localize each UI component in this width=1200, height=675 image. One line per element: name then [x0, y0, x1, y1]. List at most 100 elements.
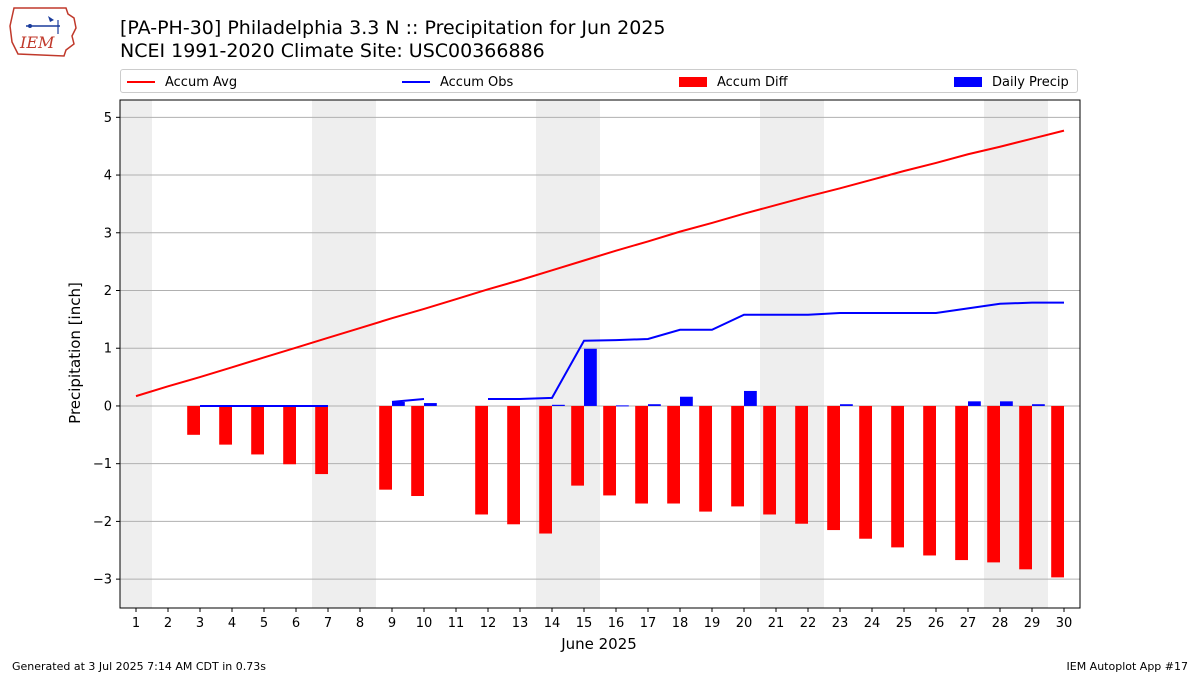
accum-diff-bar [667, 405, 680, 504]
daily-precip-bar [680, 396, 693, 406]
legend-label: Accum Diff [717, 74, 788, 90]
x-tick-label: 4 [228, 616, 236, 631]
x-tick-label: 16 [608, 616, 625, 631]
y-tick-label: 1 [104, 342, 112, 357]
legend-swatch [127, 81, 155, 83]
accum-diff-bar [635, 405, 648, 504]
chart-subtitle: NCEI 1991-2020 Climate Site: USC00366886 [120, 40, 545, 62]
y-axis-label: Precipitation [inch] [66, 282, 84, 424]
y-axis-ticks: −3 −2 −1 0 1 2 3 4 5 [93, 111, 120, 588]
accum-diff-bar [827, 405, 840, 531]
y-tick-label: 4 [104, 169, 112, 184]
x-tick-label: 11 [448, 616, 465, 631]
accum-diff-bar [251, 405, 264, 455]
legend-swatch [679, 77, 707, 87]
accum-diff-bar [187, 405, 200, 435]
x-axis-ticks: 1 2 3 4 5 6 7 8 9 10 11 12 13 14 15 16 17 18 19 20 21 22 23 24 2… [132, 608, 1072, 631]
x-tick-label: 26 [928, 616, 945, 631]
accum-diff-bar [539, 405, 552, 534]
series-lines [135, 129, 1065, 407]
y-tick-label: 0 [104, 399, 112, 414]
accum-diff-bar [987, 405, 1000, 563]
x-tick-label: 13 [512, 616, 529, 631]
legend-label: Daily Precip [992, 74, 1069, 90]
daily-precip-bar [1000, 401, 1013, 406]
x-tick-label: 14 [544, 616, 561, 631]
x-tick-label: 30 [1056, 616, 1073, 631]
y-tick-label: −1 [93, 457, 112, 472]
x-tick-label: 24 [864, 616, 881, 631]
accum-obs-line [391, 398, 425, 403]
x-tick-label: 9 [388, 616, 396, 631]
accum-diff-bar [411, 405, 424, 497]
chart-legend: Accum Avg Accum Obs Accum Diff Daily Pre… [120, 69, 1078, 93]
x-tick-label: 17 [640, 616, 657, 631]
weekend-band [120, 100, 152, 608]
accum-avg-line [135, 129, 1065, 398]
x-tick-label: 8 [356, 616, 364, 631]
daily-precip-bar [616, 405, 629, 407]
x-tick-label: 20 [736, 616, 753, 631]
x-axis-label: June 2025 [561, 635, 637, 653]
accum-diff-bar [891, 405, 904, 548]
chart-title: [PA-PH-30] Philadelphia 3.3 N :: Precipi… [120, 17, 666, 39]
legend-item-accum-diff: Accum Diff [679, 70, 788, 94]
x-tick-label: 25 [896, 616, 913, 631]
daily-precip-bar [392, 401, 405, 406]
accum-diff-bars [187, 405, 1064, 578]
accum-diff-bar [475, 405, 488, 515]
daily-precip-bar [840, 404, 853, 406]
legend-item-accum-avg: Accum Avg [127, 70, 237, 94]
daily-precip-bar [1032, 404, 1045, 406]
x-tick-label: 21 [768, 616, 785, 631]
legend-item-daily-precip: Daily Precip [954, 70, 1069, 94]
x-tick-label: 29 [1024, 616, 1041, 631]
x-tick-label: 12 [480, 616, 497, 631]
accum-obs-line [488, 301, 1064, 401]
y-tick-label: 5 [104, 111, 112, 126]
accum-diff-bar [699, 405, 712, 512]
accum-diff-bar [507, 405, 520, 525]
accum-diff-bar [379, 405, 392, 490]
daily-precip-bar [648, 404, 661, 406]
accum-diff-bar [603, 405, 616, 496]
accum-diff-bar [795, 405, 808, 524]
weekend-band [312, 100, 376, 608]
accum-diff-bar [219, 405, 232, 445]
accum-diff-bar [923, 405, 936, 556]
x-tick-label: 22 [800, 616, 817, 631]
x-tick-label: 28 [992, 616, 1009, 631]
iem-logo-icon: IEM [9, 7, 77, 57]
accum-diff-bar [731, 405, 744, 507]
y-tick-label: 2 [104, 284, 112, 299]
accum-diff-bar [955, 405, 968, 561]
x-tick-label: 7 [324, 616, 332, 631]
daily-precip-bar [424, 403, 437, 406]
y-tick-label: −2 [93, 515, 112, 530]
x-tick-label: 27 [960, 616, 977, 631]
x-tick-label: 10 [416, 616, 433, 631]
legend-swatch [402, 81, 430, 83]
y-tick-label: 3 [104, 226, 112, 241]
x-tick-label: 23 [832, 616, 849, 631]
x-tick-label: 5 [260, 616, 268, 631]
daily-precip-bar [552, 404, 565, 406]
y-tick-label: −3 [93, 573, 112, 588]
x-tick-label: 2 [164, 616, 172, 631]
x-tick-label: 6 [292, 616, 300, 631]
x-tick-label: 19 [704, 616, 721, 631]
daily-precip-bar [744, 390, 757, 406]
plot-frame [119, 99, 1081, 609]
x-tick-label: 1 [132, 616, 140, 631]
generated-timestamp: Generated at 3 Jul 2025 7:14 AM CDT in 0… [12, 660, 266, 673]
svg-text:IEM: IEM [19, 33, 55, 52]
legend-label: Accum Avg [165, 74, 238, 90]
daily-precip-bars [392, 348, 1045, 407]
x-tick-label: 15 [576, 616, 593, 631]
accum-diff-bar [1051, 405, 1064, 578]
legend-swatch [954, 77, 982, 87]
accum-diff-bar [859, 405, 872, 539]
x-tick-label: 3 [196, 616, 204, 631]
app-credit: IEM Autoplot App #17 [1066, 660, 1189, 673]
